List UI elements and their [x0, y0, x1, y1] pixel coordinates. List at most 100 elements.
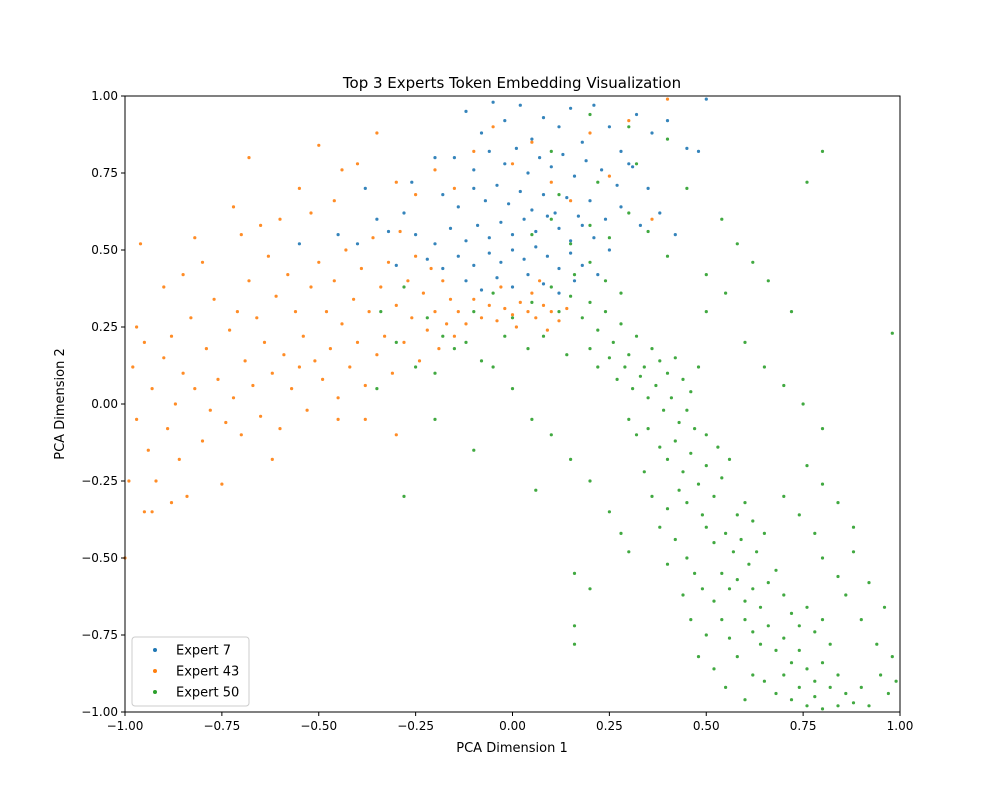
data-point [720, 217, 724, 221]
data-point [638, 223, 643, 227]
data-point [747, 562, 751, 566]
data-point [142, 510, 146, 514]
data-point [650, 494, 654, 498]
data-point [762, 679, 767, 683]
data-point [836, 501, 840, 505]
data-point [735, 655, 739, 659]
data-point [290, 387, 294, 391]
data-point [514, 146, 519, 150]
data-point [410, 316, 414, 320]
data-point [681, 470, 685, 474]
data-point [596, 328, 600, 332]
data-point [724, 531, 728, 536]
legend-box [131, 636, 250, 707]
data-point [704, 273, 708, 277]
data-point [317, 143, 321, 147]
data-point [166, 427, 170, 431]
data-point [135, 417, 139, 421]
data-point [797, 685, 801, 690]
data-point [751, 673, 755, 677]
data-point [433, 156, 437, 160]
data-point [875, 642, 879, 646]
data-point [309, 211, 313, 215]
data-point [619, 531, 623, 536]
data-point [510, 387, 515, 391]
data-point [689, 451, 693, 455]
data-point [704, 433, 708, 437]
data-point [239, 233, 243, 237]
data-point [704, 633, 708, 637]
data-point [820, 661, 825, 665]
data-point [530, 140, 534, 144]
data-point [204, 347, 208, 351]
data-point [231, 396, 236, 400]
data-point [685, 146, 689, 150]
legend-label: Expert 43 [176, 665, 239, 680]
data-point [851, 701, 856, 705]
data-point [894, 679, 898, 683]
data-point [615, 183, 619, 187]
data-point [394, 263, 398, 267]
data-point [352, 297, 356, 301]
data-point [464, 279, 468, 283]
data-point [452, 156, 456, 160]
data-point [631, 165, 635, 169]
data-point [638, 374, 643, 378]
data-point [510, 233, 515, 237]
data-point [658, 359, 662, 363]
data-point [340, 322, 344, 326]
data-point [627, 211, 631, 215]
data-point [433, 417, 437, 421]
data-point [828, 685, 832, 690]
data-point [491, 125, 495, 129]
data-point [762, 531, 767, 536]
data-point [363, 383, 367, 388]
data-point [820, 427, 825, 431]
data-point [487, 303, 491, 307]
data-point [127, 479, 131, 483]
data-point [495, 183, 499, 187]
data-point [402, 285, 406, 289]
x-tick-label: 0.50 [693, 719, 720, 733]
legend-items: Expert 7 Expert 43 Expert 50 [153, 644, 239, 701]
y-tick-label: 0.00 [91, 397, 118, 411]
data-point [464, 109, 468, 113]
data-point [836, 673, 840, 677]
y-tick-label: 0.50 [91, 243, 118, 257]
data-point [398, 229, 402, 234]
data-point [627, 125, 631, 129]
data-point [464, 322, 468, 326]
data-point [627, 550, 631, 554]
data-point [669, 396, 674, 400]
data-point [890, 331, 894, 335]
data-point [344, 248, 348, 252]
data-point [743, 698, 747, 702]
data-point [491, 291, 495, 295]
data-point [340, 168, 344, 172]
data-point [495, 276, 499, 280]
data-point [662, 408, 666, 412]
data-point [499, 220, 503, 224]
data-point [789, 611, 794, 616]
data-point [828, 642, 832, 646]
data-point [607, 248, 612, 252]
data-point [693, 571, 697, 576]
data-point [580, 316, 584, 320]
data-point [510, 313, 515, 317]
data-point [665, 507, 670, 511]
data-point [580, 140, 584, 144]
data-point [607, 174, 612, 178]
x-tick-label: 0.00 [499, 719, 526, 733]
data-point [572, 642, 577, 646]
series-expert-43 [123, 97, 670, 560]
data-point [541, 282, 546, 286]
data-point [561, 152, 565, 157]
data-point [375, 387, 379, 391]
data-point [530, 233, 534, 237]
data-point [689, 390, 693, 394]
data-point [634, 112, 639, 117]
data-point [797, 624, 801, 628]
data-point [185, 494, 189, 498]
data-point [859, 685, 863, 690]
data-point [383, 334, 387, 338]
